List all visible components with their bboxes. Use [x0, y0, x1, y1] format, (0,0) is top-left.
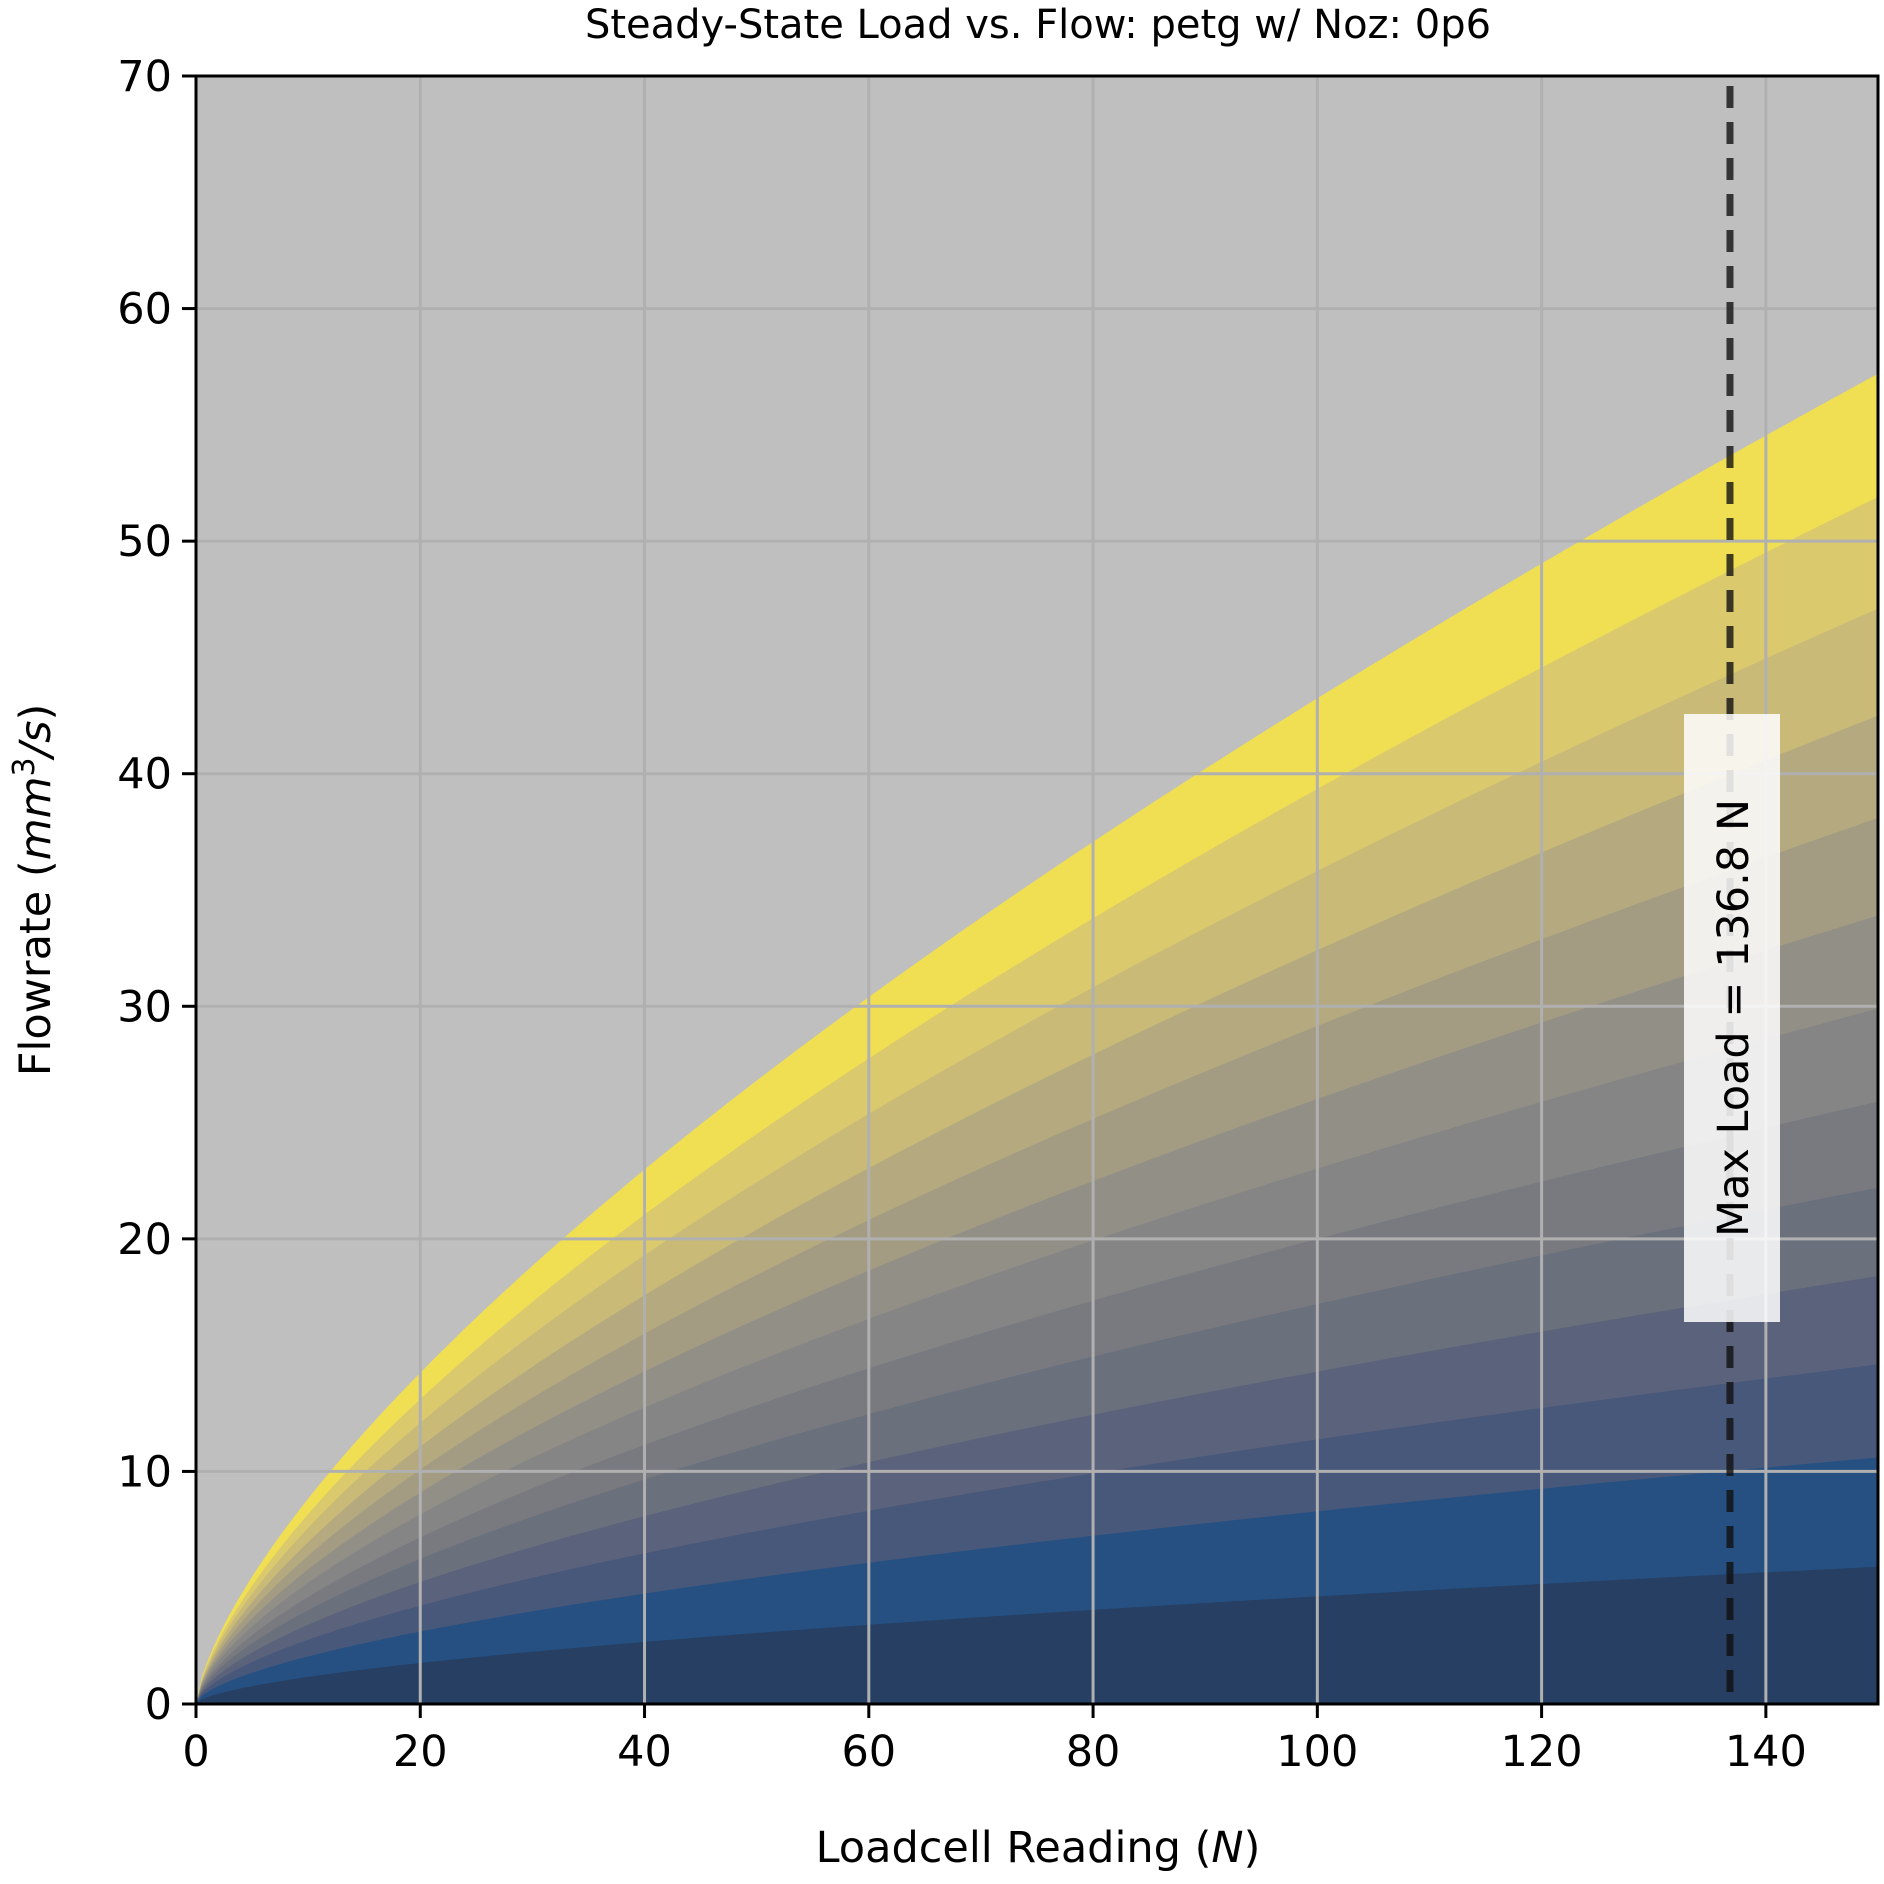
- y-tick-label: 20: [117, 1215, 172, 1265]
- max-load-label: Max Load = 136.8 N: [1709, 799, 1759, 1237]
- y-label-unit2: /s: [11, 721, 61, 762]
- band-area-13: [196, 1566, 1878, 1704]
- y-label-sup: 3: [7, 757, 42, 776]
- x-tick-label: 80: [1066, 1727, 1121, 1777]
- y-tick-label: 60: [117, 285, 172, 335]
- y-tick-label: 40: [117, 750, 172, 800]
- x-label-unit: N: [1211, 1823, 1243, 1873]
- y-label-suffix: ): [11, 704, 61, 721]
- x-tick-label: 0: [182, 1727, 209, 1777]
- x-tick-label: 40: [617, 1727, 672, 1777]
- x-label-suffix: ): [1244, 1823, 1261, 1873]
- chart-title: Steady-State Load vs. Flow: petg w/ Noz:…: [585, 2, 1491, 48]
- ticks: 0 20 40 60 80 100 120 140 0 10 20 30 40 50 60 70: [117, 52, 1807, 1777]
- y-tick-label: 10: [117, 1447, 172, 1497]
- y-axis-label: Flowrate (mm3/s): [7, 704, 61, 1077]
- x-tick-label: 100: [1276, 1727, 1358, 1777]
- x-label-prefix: Loadcell Reading (: [816, 1823, 1212, 1873]
- x-tick-label: 120: [1501, 1727, 1583, 1777]
- y-tick-label: 0: [145, 1680, 172, 1730]
- max-load-label-box: [1684, 714, 1780, 1322]
- x-axis-label: Loadcell Reading (N): [816, 1823, 1261, 1873]
- x-tick-label: 60: [841, 1727, 896, 1777]
- y-tick-label: 50: [117, 517, 172, 567]
- plot-frame: [194, 74, 1880, 1706]
- bands: [196, 373, 1878, 1705]
- y-label-unit: mm: [11, 777, 61, 861]
- x-tick-label: 20: [393, 1727, 448, 1777]
- x-tick-label: 140: [1725, 1727, 1807, 1777]
- y-tick-label: 30: [117, 982, 172, 1032]
- y-tick-label: 70: [117, 52, 172, 102]
- y-label-prefix: Flowrate (: [11, 860, 61, 1076]
